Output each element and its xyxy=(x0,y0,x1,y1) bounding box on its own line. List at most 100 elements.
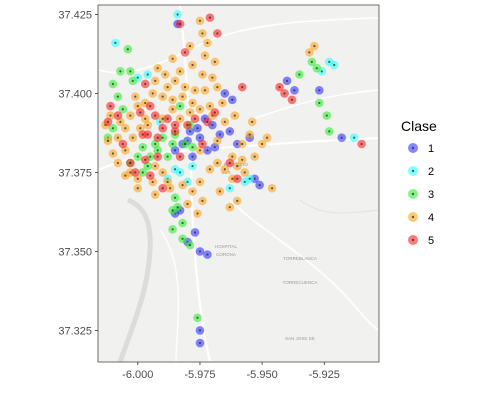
data-point-center xyxy=(261,143,263,145)
data-point-center xyxy=(172,228,174,230)
data-point-center xyxy=(201,32,203,34)
data-point-center xyxy=(196,317,198,319)
data-point-center xyxy=(172,108,174,110)
data-point-center xyxy=(318,89,320,91)
data-point-center xyxy=(124,127,126,129)
data-point-center xyxy=(221,102,223,104)
data-point-center xyxy=(254,156,256,158)
data-point-center xyxy=(179,23,181,25)
data-point-center xyxy=(144,159,146,161)
data-point-center xyxy=(167,181,169,183)
data-point-center xyxy=(174,124,176,126)
data-point-center xyxy=(206,42,208,44)
data-point-center xyxy=(308,51,310,53)
data-point-center xyxy=(189,111,191,113)
data-point-center xyxy=(189,244,191,246)
data-point-center xyxy=(283,92,285,94)
data-point-center xyxy=(199,149,201,151)
data-point-center xyxy=(191,156,193,158)
data-point-center xyxy=(152,92,154,94)
data-point-center xyxy=(137,178,139,180)
data-point-center xyxy=(241,86,243,88)
data-point-center xyxy=(186,124,188,126)
data-point-center xyxy=(137,156,139,158)
data-point-center xyxy=(191,146,193,148)
data-point-center xyxy=(122,143,124,145)
data-point-center xyxy=(162,96,164,98)
data-point-center xyxy=(219,190,221,192)
y-tick-label: 37.350 xyxy=(58,246,92,258)
data-point-center xyxy=(149,105,151,107)
data-point-center xyxy=(174,130,176,132)
data-point-center xyxy=(236,178,238,180)
data-point-center xyxy=(154,165,156,167)
data-point-center xyxy=(174,149,176,151)
data-point-center xyxy=(326,114,328,116)
data-point-center xyxy=(144,102,146,104)
data-point-center xyxy=(241,159,243,161)
legend-title: Clase xyxy=(401,118,437,134)
data-point-center xyxy=(313,45,315,47)
data-point-center xyxy=(229,187,231,189)
data-point-center xyxy=(360,143,362,145)
data-point-center xyxy=(194,118,196,120)
legend-key-center xyxy=(412,239,414,241)
data-point-center xyxy=(199,137,201,139)
data-point-center xyxy=(206,121,208,123)
legend-key-center xyxy=(412,216,414,218)
data-point-center xyxy=(122,108,124,110)
data-point-center xyxy=(119,121,121,123)
data-point-center xyxy=(157,137,159,139)
data-point-center xyxy=(129,70,131,72)
data-point-center xyxy=(179,156,181,158)
data-point-center xyxy=(174,168,176,170)
data-point-center xyxy=(157,156,159,158)
data-point-center xyxy=(129,162,131,164)
data-point-center xyxy=(189,130,191,132)
data-point-center xyxy=(216,140,218,142)
data-point-center xyxy=(206,149,208,151)
data-point-center xyxy=(117,162,119,164)
data-point-center xyxy=(172,99,174,101)
data-point-center xyxy=(162,127,164,129)
data-point-center xyxy=(112,127,114,129)
data-point-center xyxy=(179,118,181,120)
data-point-center xyxy=(216,162,218,164)
map-label: TORRECUENCA xyxy=(283,280,318,285)
data-point-center xyxy=(249,178,251,180)
data-point-center xyxy=(341,137,343,139)
data-point-center xyxy=(244,171,246,173)
map-label: SAN JOSE DE xyxy=(285,336,315,341)
data-point-center xyxy=(184,86,186,88)
data-point-center xyxy=(139,111,141,113)
data-point-center xyxy=(147,124,149,126)
data-point-center xyxy=(244,181,246,183)
data-point-center xyxy=(199,181,201,183)
data-point-center xyxy=(129,114,131,116)
data-point-center xyxy=(117,96,119,98)
data-point-center xyxy=(189,45,191,47)
data-point-center xyxy=(278,86,280,88)
data-point-center xyxy=(236,200,238,202)
map-label: HOSPITAL xyxy=(215,244,237,249)
map-label: CORONA xyxy=(216,252,236,257)
data-point-center xyxy=(149,156,151,158)
data-point-center xyxy=(184,143,186,145)
data-point-center xyxy=(194,89,196,91)
data-point-center xyxy=(186,181,188,183)
data-point-center xyxy=(316,67,318,69)
data-point-center xyxy=(142,171,144,173)
data-point-center xyxy=(196,127,198,129)
data-point-center xyxy=(112,152,114,154)
data-point-center xyxy=(147,73,149,75)
data-point-center xyxy=(174,80,176,82)
data-point-center xyxy=(199,108,201,110)
legend-label: 3 xyxy=(428,189,434,201)
data-point-center xyxy=(196,212,198,214)
map-panel: POLÍGONOSURTORREBLANCATORRECUENCAHOSPITA… xyxy=(98,5,379,362)
data-point-center xyxy=(271,187,273,189)
data-point-center xyxy=(132,80,134,82)
data-point-center xyxy=(144,83,146,85)
x-tick-label: -5.925 xyxy=(309,369,340,381)
data-point-center xyxy=(209,105,211,107)
